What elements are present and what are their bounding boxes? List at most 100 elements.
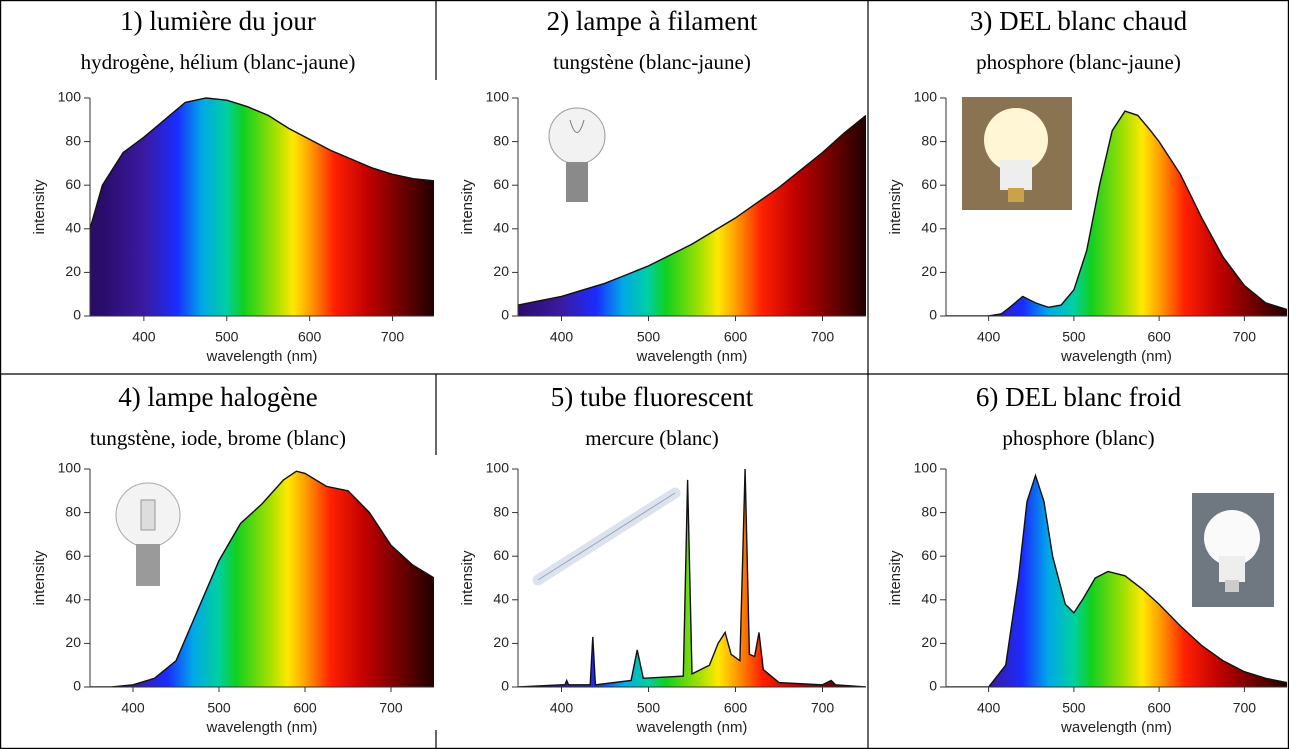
y-tick-label: 100 [58,89,82,105]
x-axis-label: wavelength (nm) [636,348,748,365]
y-tick-label: 0 [73,307,81,323]
y-tick-label: 40 [65,220,81,236]
y-tick-label: 60 [493,547,509,563]
bulb-icon [115,482,181,586]
y-tick-label: 80 [493,503,509,519]
y-tick-label: 80 [65,503,81,519]
tube-icon [532,487,681,586]
y-tick-label: 40 [921,591,937,607]
y-tick-label: 20 [921,263,937,279]
x-tick-label: 400 [550,700,574,716]
x-axis-label: wavelength (nm) [206,348,318,365]
x-tick-label: 600 [724,329,748,345]
y-tick-label: 80 [921,503,937,519]
x-tick-label: 700 [379,700,403,716]
x-tick-label: 500 [1062,700,1086,716]
y-tick-label: 20 [65,263,81,279]
y-tick-label: 20 [65,634,81,650]
led-photo [962,97,1072,210]
chart-subtitle: phosphore (blanc-jaune) [976,50,1181,74]
y-tick-label: 40 [921,220,937,236]
y-tick-label: 20 [921,634,937,650]
y-tick-label: 20 [493,634,509,650]
x-tick-label: 400 [977,700,1001,716]
y-axis-label: intensity [31,550,48,606]
x-tick-label: 500 [207,700,231,716]
spectrum-line [90,97,434,229]
y-tick-label: 100 [58,460,82,476]
chart-title: 6) DEL blanc froid [976,382,1182,412]
y-tick-label: 100 [914,89,938,105]
chart-title: 5) tube fluorescent [551,382,754,412]
x-tick-label: 600 [293,700,317,716]
x-tick-label: 600 [1147,329,1171,345]
chart-subtitle: mercure (blanc) [585,426,719,450]
spectrum-area [90,98,434,316]
x-tick-label: 700 [1233,700,1257,716]
y-tick-label: 60 [65,176,81,192]
x-tick-label: 400 [550,329,574,345]
chart-subtitle: tungstène, iode, brome (blanc) [90,426,346,450]
x-tick-label: 700 [811,329,835,345]
x-tick-label: 500 [637,700,661,716]
x-tick-label: 600 [298,329,322,345]
x-tick-label: 600 [724,700,748,716]
x-axis-label: wavelength (nm) [636,719,748,736]
spectrum-area [946,111,1287,316]
y-tick-label: 60 [921,176,937,192]
spectrum-area [518,115,866,316]
chart-subtitle: tungstène (blanc-jaune) [553,50,751,74]
spectrum-line [946,110,1287,316]
y-tick-label: 60 [65,547,81,563]
chart-subtitle: hydrogène, hélium (blanc-jaune) [81,50,356,74]
y-tick-label: 0 [929,307,937,323]
bulb-icon [548,107,606,202]
y-tick-label: 80 [921,132,937,148]
led-photo [1192,493,1274,607]
y-tick-label: 80 [493,132,509,148]
y-tick-label: 40 [493,220,509,236]
x-tick-label: 400 [977,329,1001,345]
x-axis-label: wavelength (nm) [1060,348,1172,365]
spectrum-line [946,473,1287,687]
x-tick-label: 700 [1233,329,1257,345]
x-tick-label: 700 [381,329,405,345]
y-axis-label: intensity [887,179,904,235]
spectrum-line [518,114,866,306]
chart-title: 3) DEL blanc chaud [970,6,1188,36]
x-tick-label: 400 [121,700,145,716]
x-axis-label: wavelength (nm) [1060,719,1172,736]
x-tick-label: 500 [215,329,239,345]
x-tick-label: 400 [132,329,156,345]
y-tick-label: 60 [493,176,509,192]
y-tick-label: 0 [501,678,509,694]
spectrum-line [518,468,866,687]
y-tick-label: 0 [73,678,81,694]
y-tick-label: 40 [493,591,509,607]
spectrum-area [946,475,1287,687]
y-axis-label: intensity [459,179,476,235]
y-tick-label: 100 [914,460,938,476]
y-axis-label: intensity [887,550,904,606]
chart-title: 1) lumière du jour [120,6,316,36]
spectrum-line [90,470,434,687]
y-tick-label: 40 [65,591,81,607]
plots: 1) lumière du jour hydrogène, hélium (bla… [31,6,1287,736]
chart-subtitle: phosphore (blanc) [1002,426,1154,450]
chart-title: 2) lampe à filament [547,6,758,36]
y-tick-label: 0 [929,678,937,694]
x-tick-label: 600 [1147,700,1171,716]
y-axis-label: intensity [459,550,476,606]
y-tick-label: 20 [493,263,509,279]
x-tick-label: 500 [637,329,661,345]
x-axis-label: wavelength (nm) [206,719,318,736]
x-tick-label: 500 [1062,329,1086,345]
spectrum-area [90,471,434,687]
y-tick-label: 100 [486,460,510,476]
y-tick-label: 80 [65,132,81,148]
y-tick-label: 60 [921,547,937,563]
x-tick-label: 700 [811,700,835,716]
icons [115,97,1274,607]
